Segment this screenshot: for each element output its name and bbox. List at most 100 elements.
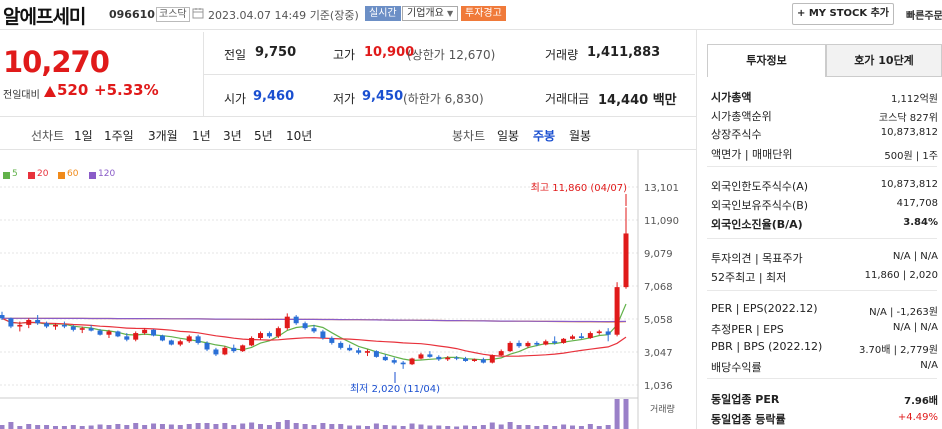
period-1y[interactable]: 1년 [192,129,211,143]
tab-orderbook-10[interactable]: 호가 10단계 [826,44,942,77]
company-info-dropdown[interactable]: 기업개요 ▼ [402,6,459,21]
volume-axis-label: 거래량 [650,403,675,415]
period-10y[interactable]: 10년 [286,129,313,143]
y-tick-label: 13,101 [644,183,679,194]
volume-bar [623,399,629,429]
quick-order-button[interactable]: 빠른주문 [906,11,942,22]
candle [133,331,139,342]
candle-daily[interactable]: 일봉 [497,129,520,143]
volume-bar [97,424,103,429]
candle [471,358,477,362]
info-label: 상장주식수 [711,128,762,141]
volume-bar [445,426,451,429]
period-3m[interactable]: 3개월 [148,129,178,143]
candle [436,355,442,361]
info-value: N/A | N/A [892,322,938,333]
upper-limit: (상한가 12,670) [407,48,496,62]
volume-bar [400,426,406,429]
info-value: +4.49% [897,412,938,423]
legend-ma5: 5 [12,169,18,179]
line-chart-label: 선차트 [31,129,65,143]
price-chart[interactable]: 13,101 11,090 9,079 7,068 5,058 3,047 1,036 최고… [0,150,696,429]
candle-weekly[interactable]: 주봉 [533,129,556,143]
candle [124,333,130,342]
candle [44,321,50,329]
candle [142,328,148,335]
low-value: 9,450 [362,89,404,104]
change-label: 전일대비 [3,90,40,101]
info-value: 417,708 [896,198,938,209]
period-1w[interactable]: 1주일 [104,129,134,143]
candle [8,317,14,329]
info-label: 외국인한도주식수(A) [711,180,809,193]
volume-bar [525,425,531,429]
volume-bar [471,426,477,429]
volume-bar [578,426,584,429]
candle-monthly[interactable]: 월봉 [569,129,592,143]
change-value: 520 [57,81,89,99]
realtime-button[interactable]: 실시간 [365,6,401,21]
candle [52,323,58,330]
candle [534,341,540,347]
candle [17,321,23,332]
volume-bar [561,424,567,429]
candle [266,331,272,338]
legend-ma5-swatch [3,172,10,179]
volume-bar [195,423,201,429]
volume-bar [302,424,308,429]
volume-bar [44,425,50,429]
candle [356,347,362,355]
info-value: 11,860 | 2,020 [864,270,938,281]
volume-bar [498,424,504,429]
candle [480,357,486,364]
volume-bar [463,425,469,429]
my-stock-add-button[interactable]: + MY STOCK 추가 [792,3,894,25]
volume-bar [516,425,522,429]
candle [364,349,370,357]
stock-code: 096610 [109,8,155,21]
candle [382,354,388,361]
candle [88,324,94,332]
volume-label: 거래량 [545,48,579,62]
low-label: 저가 [333,92,356,106]
info-label: 투자의견 | 목표주가 [711,252,803,265]
info-label: 52주최고 | 최저 [711,271,787,284]
up-triangle-icon [44,86,56,97]
volume-bar [88,425,94,429]
info-value: 1,112억원 [890,94,938,105]
period-3y[interactable]: 3년 [223,129,242,143]
y-tick-label: 5,058 [644,315,673,326]
stock-name: 알에프세미 [3,6,86,28]
candle [195,334,201,345]
datetime: 2023.04.07 14:49 기준(장중) [208,9,359,22]
prev-close-label: 전일 [224,48,247,62]
candle [106,329,112,338]
candle [275,326,281,338]
info-value: N/A | -1,263원 [869,307,938,318]
legend-ma120: 120 [98,169,116,179]
volume-bar [320,423,326,429]
investment-warning-badge: 투자경고 [461,6,506,21]
amount-value: 14,440 백만 [598,93,677,108]
volume-bar [338,424,344,429]
period-5y[interactable]: 5년 [254,129,273,143]
info-value: 코스닥 827위 [878,113,938,124]
candle [561,337,567,344]
tab-investment-info[interactable]: 투자정보 [707,44,826,77]
candle [347,344,353,352]
period-1d[interactable]: 1일 [74,129,93,143]
candle [302,321,308,330]
volume-bar [151,423,157,429]
candle [400,360,406,369]
volume-bar [168,424,174,429]
info-label: PBR | BPS (2022.12) [711,340,823,353]
info-label: 배당수익률 [711,361,762,374]
volume-bar [356,425,362,429]
info-label: 동일업종 PER [711,393,780,406]
candle [284,313,290,330]
volume-bar [284,420,290,429]
candle [293,315,299,325]
volume-bar [115,424,121,429]
volume-bar [364,426,370,429]
volume-value: 1,411,883 [587,45,661,60]
